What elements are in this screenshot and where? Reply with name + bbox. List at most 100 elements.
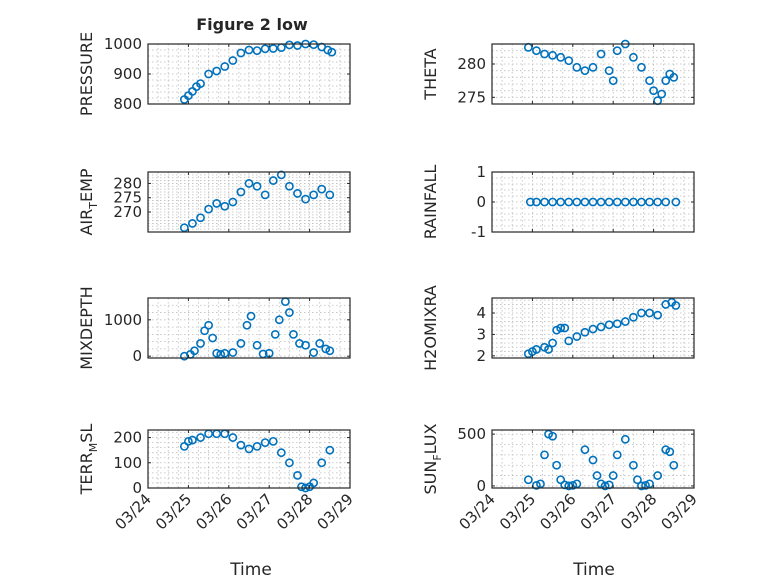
data-point	[523, 42, 533, 52]
data-point	[580, 327, 590, 337]
grid	[491, 430, 695, 488]
series-markers	[523, 39, 679, 106]
data-point	[268, 176, 278, 185]
data-point	[649, 86, 658, 96]
data-point	[325, 190, 335, 200]
data-point	[246, 311, 256, 321]
data-point	[220, 348, 230, 358]
y-axis-label: TERRMSL	[77, 424, 100, 496]
y-tick-label: 275	[457, 88, 486, 106]
data-point	[556, 323, 566, 333]
data-point	[293, 41, 302, 50]
axes-frame	[491, 429, 695, 489]
y-axis-label: MIXDEPTH	[77, 286, 96, 369]
data-point	[196, 339, 205, 348]
data-point	[228, 197, 238, 207]
data-point	[588, 62, 598, 72]
x-tick-label: 03/25	[152, 490, 195, 533]
data-point	[268, 44, 278, 53]
data-point	[301, 194, 310, 204]
data-point	[596, 322, 606, 332]
series-markers	[179, 297, 335, 361]
data-point	[317, 458, 327, 468]
x-tick-label: 03/28	[617, 490, 660, 533]
subplot-1: 800 900 1000 PRESSURE	[77, 32, 351, 116]
data-point	[309, 190, 319, 200]
data-point	[612, 450, 622, 460]
data-point	[284, 308, 294, 317]
y-tick-label: 280	[457, 55, 486, 73]
data-point	[608, 471, 618, 480]
x-tick-label: 03/29	[658, 490, 701, 533]
data-point	[208, 333, 218, 343]
data-point	[671, 197, 681, 207]
grid	[491, 43, 695, 105]
data-point	[637, 62, 646, 72]
data-point	[657, 89, 667, 99]
series-markers	[523, 429, 679, 491]
data-point	[596, 197, 606, 207]
data-point	[620, 434, 630, 444]
data-point	[284, 40, 294, 50]
data-point	[669, 460, 679, 470]
data-point	[252, 46, 262, 55]
data-point	[284, 458, 294, 468]
data-point	[284, 181, 294, 191]
data-point	[228, 56, 238, 65]
data-point	[608, 76, 618, 86]
data-point	[588, 324, 598, 334]
data-point	[188, 435, 197, 445]
data-point	[637, 197, 646, 207]
data-point	[212, 199, 222, 208]
axes-frame	[491, 43, 695, 105]
data-point	[228, 433, 238, 442]
data-point	[548, 50, 557, 60]
data-point	[183, 436, 193, 446]
data-point	[244, 45, 254, 55]
data-point	[315, 339, 325, 348]
axes-frame	[491, 297, 695, 359]
data-point	[588, 197, 598, 207]
x-tick-label: 03/29	[314, 490, 357, 533]
data-point	[629, 197, 638, 207]
y-tick-label: 0	[476, 193, 486, 211]
y-axis-label: RAINFALL	[421, 165, 440, 240]
data-point	[620, 197, 630, 207]
data-point	[204, 204, 213, 214]
x-tick-label: 03/28	[273, 490, 316, 533]
data-point	[236, 440, 246, 450]
data-point	[548, 338, 557, 348]
grid	[147, 171, 351, 233]
data-point	[629, 312, 638, 322]
data-point	[523, 475, 533, 485]
data-point	[327, 47, 337, 57]
data-point	[196, 213, 205, 223]
data-point	[645, 308, 654, 318]
data-point	[629, 460, 638, 470]
y-tick-label: 200	[113, 429, 142, 447]
data-point	[580, 66, 590, 76]
y-tick-label: 1000	[104, 35, 142, 53]
data-point	[532, 46, 541, 56]
data-point	[325, 445, 335, 455]
data-point	[244, 444, 254, 454]
data-point	[540, 197, 549, 207]
data-point	[669, 72, 679, 82]
y-tick-label: 1000	[104, 311, 142, 329]
y-tick-label: 0	[132, 479, 142, 497]
data-point	[671, 301, 681, 310]
series-markers	[179, 170, 335, 233]
data-point	[641, 481, 650, 490]
data-point	[572, 197, 582, 207]
x-tick-label: 03/27	[233, 490, 276, 533]
data-point	[604, 66, 614, 76]
data-point	[260, 190, 270, 200]
axes-frame	[147, 429, 351, 489]
data-point	[661, 197, 671, 207]
data-point	[612, 197, 622, 207]
data-point	[548, 197, 557, 207]
data-point	[196, 433, 205, 442]
x-tick-label: 03/27	[577, 490, 620, 533]
y-axis-label: AIRTEMP	[77, 168, 100, 235]
